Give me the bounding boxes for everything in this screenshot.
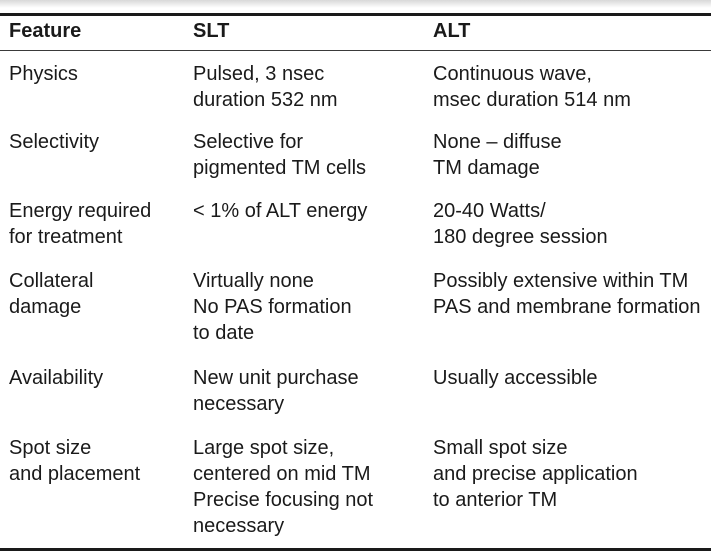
row-feature: Energy required for treatment: [9, 200, 152, 248]
row-feature: Spot size and placement: [9, 437, 141, 485]
row-slt: Virtually none No PAS formation to date: [193, 270, 352, 344]
row-slt: Large spot size, centered on mid TM Prec…: [193, 437, 374, 537]
row-feature: Physics: [9, 63, 78, 85]
row-alt: 20-40 Watts/ 180 degree session: [433, 200, 608, 248]
row-slt: Pulsed, 3 nsec duration 532 nm: [193, 63, 338, 111]
row-slt: < 1% of ALT energy: [193, 200, 368, 222]
row-feature: Collateral damage: [9, 270, 94, 318]
row-alt: Continuous wave, msec duration 514 nm: [433, 63, 631, 111]
row-slt: Selective for pigmented TM cells: [193, 131, 367, 179]
top-edge-shadow: [0, 0, 711, 8]
row-feature: Selectivity: [9, 131, 100, 153]
row-alt: None – diffuse TM damage: [433, 131, 562, 179]
header-slt: SLT: [193, 20, 230, 42]
row-feature: Availability: [9, 367, 104, 389]
row-slt: New unit purchase necessary: [193, 367, 359, 415]
table-bottom-rule: [0, 548, 711, 551]
row-alt: Small spot size and precise application …: [433, 437, 638, 511]
row-alt: Usually accessible: [433, 367, 598, 389]
table-header-rule: [0, 50, 711, 51]
row-alt: Possibly extensive within TM PAS and mem…: [433, 270, 701, 318]
header-alt: ALT: [433, 20, 471, 42]
table-top-rule: [0, 13, 711, 16]
header-feature: Feature: [9, 20, 82, 42]
